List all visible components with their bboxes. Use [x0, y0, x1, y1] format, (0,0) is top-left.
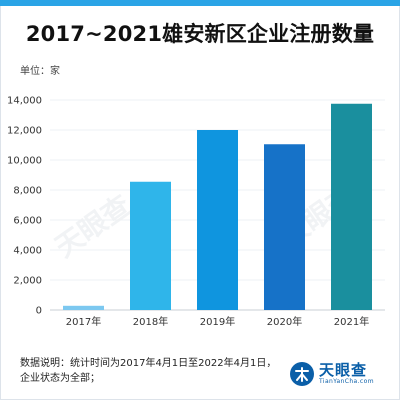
y-tick-label: 4,000: [13, 246, 42, 257]
data-note-line-1: 数据说明：统计时间为2017年4月1日至2022年4月1日，: [20, 358, 277, 369]
y-tick-label: 8,000: [13, 186, 42, 197]
x-tick-label: 2019年: [200, 315, 235, 328]
y-tick-label: 0: [36, 306, 42, 317]
brand-name-cn: 天眼查: [319, 361, 368, 379]
y-tick-label: 12,000: [7, 126, 42, 137]
bar-2017年: [63, 305, 104, 310]
x-tick-label: 2017年: [66, 315, 101, 328]
top-accent-bar: [0, 0, 400, 6]
x-tick-label: 2020年: [267, 315, 302, 328]
y-tick-label: 6,000: [13, 216, 42, 227]
x-tick-label: 2018年: [133, 315, 168, 328]
y-tick-label: 10,000: [7, 156, 42, 167]
unit-label: 单位：家: [20, 66, 60, 77]
x-tick-label: 2021年: [334, 315, 369, 328]
brand-logo: 天眼查 TianYanCha.com: [289, 360, 374, 388]
bar-2018年: [130, 181, 171, 310]
bar-2020年: [264, 144, 305, 310]
chart-title: 2017~2021雄安新区企业注册数量: [25, 22, 375, 46]
data-note-line-2: 企业状态为全部；: [20, 373, 100, 384]
y-tick-label: 2,000: [13, 276, 42, 287]
bar-2021年: [331, 103, 372, 310]
y-tick-label: 14,000: [7, 96, 42, 107]
brand-name-en: TianYanCha.com: [319, 378, 374, 385]
bar-2019年: [197, 130, 238, 310]
tianyancha-logo-icon: [289, 361, 315, 387]
